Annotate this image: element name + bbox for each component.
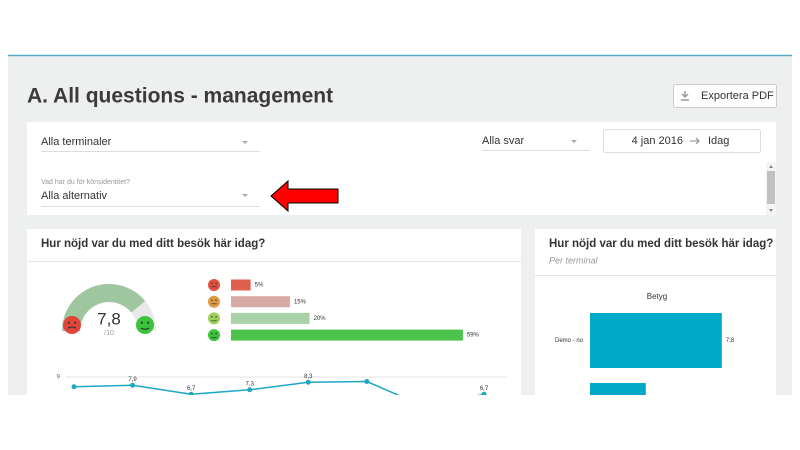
dropdown-value[interactable]: Alla svar: [482, 135, 525, 147]
bar-value-label: 7,8: [726, 338, 735, 344]
bar: [590, 383, 646, 395]
card-title: Hur nöjd var du med ditt besök här idag?: [549, 238, 773, 250]
point-label: 6,7: [480, 386, 489, 392]
bar: [590, 313, 722, 368]
bar: [231, 296, 290, 308]
face-eye: [215, 332, 217, 335]
trend-line: [73, 380, 485, 395]
page-title: A. All questions - management: [27, 85, 333, 108]
face-eye: [74, 321, 77, 324]
field-label: Vad har du för könsidentitet?: [41, 179, 130, 186]
trend-point: [71, 384, 77, 390]
date-to[interactable]: Idag: [708, 135, 729, 147]
gauge-fill: [62, 284, 146, 331]
export-label[interactable]: Exportera PDF: [701, 90, 774, 102]
face-eye: [211, 316, 213, 318]
trend-point: [481, 391, 487, 395]
trend-point: [247, 387, 253, 393]
trend-point: [364, 379, 370, 384]
gauge-value: 7,8: [97, 309, 121, 328]
card-title: Hur nöjd var du med ditt besök här idag?: [41, 238, 265, 250]
bar: [231, 329, 463, 341]
scrollbar[interactable]: [766, 162, 776, 215]
card-subtitle: Per terminal: [549, 255, 599, 265]
bar: [231, 312, 310, 324]
face-mouth: [211, 285, 217, 288]
face-eye: [215, 316, 217, 318]
date-from[interactable]: 4 jan 2016: [632, 135, 683, 147]
viewport: A. All questions - management Exportera …: [8, 54, 792, 410]
date-range[interactable]: 4 jan 2016 Idag: [603, 129, 761, 153]
export-button[interactable]: Exportera PDF: [673, 84, 777, 108]
face-eye: [215, 299, 217, 301]
terminal-dropdown[interactable]: Alla terminaler: [41, 136, 260, 152]
question-dropdown[interactable]: Vad har du för könsidentitet? Alla alter…: [41, 179, 260, 207]
left-card: [27, 229, 521, 395]
face-eye: [211, 332, 213, 335]
trend-point: [188, 391, 194, 395]
face-mouth: [67, 326, 77, 329]
face-icon: [208, 279, 220, 291]
face-icon: [208, 329, 220, 342]
bar-value-label: 5%: [255, 283, 264, 289]
face-icon: [136, 316, 154, 334]
chart-title: Betyg: [647, 292, 667, 301]
bar-value-label: 20%: [314, 316, 327, 322]
trend-point: [130, 382, 136, 388]
bar-value-label: 15%: [294, 299, 307, 305]
face-icon: [208, 295, 220, 308]
trend-point: [305, 379, 311, 385]
dropdown-value[interactable]: Alla alternativ: [41, 190, 108, 202]
face-eye: [67, 321, 70, 324]
face-eye: [140, 321, 143, 324]
dropdown-value[interactable]: Alla terminaler: [41, 136, 112, 148]
face-eye: [147, 321, 150, 324]
face-mouth: [211, 336, 217, 339]
category-label: Demo - no: [555, 338, 584, 344]
point-label: 7,9: [128, 377, 137, 383]
y-tick-label: 9: [57, 375, 61, 381]
face-eye: [211, 282, 213, 285]
point-label: 7,3: [246, 381, 255, 387]
face-icon: [208, 312, 220, 325]
face-mouth: [140, 327, 150, 330]
trend-point: [423, 405, 428, 410]
point-label: 8,3: [304, 374, 313, 380]
bar-value-label: 59%: [467, 333, 480, 339]
face-eye: [211, 299, 213, 301]
answers-dropdown[interactable]: Alla svar: [482, 135, 590, 151]
red-arrow: [270, 179, 339, 213]
face-eye: [215, 282, 217, 285]
point-label: 6,7: [187, 386, 196, 392]
face-icon: [63, 316, 81, 334]
bar: [231, 279, 251, 291]
gauge-max: /10: [104, 330, 114, 337]
